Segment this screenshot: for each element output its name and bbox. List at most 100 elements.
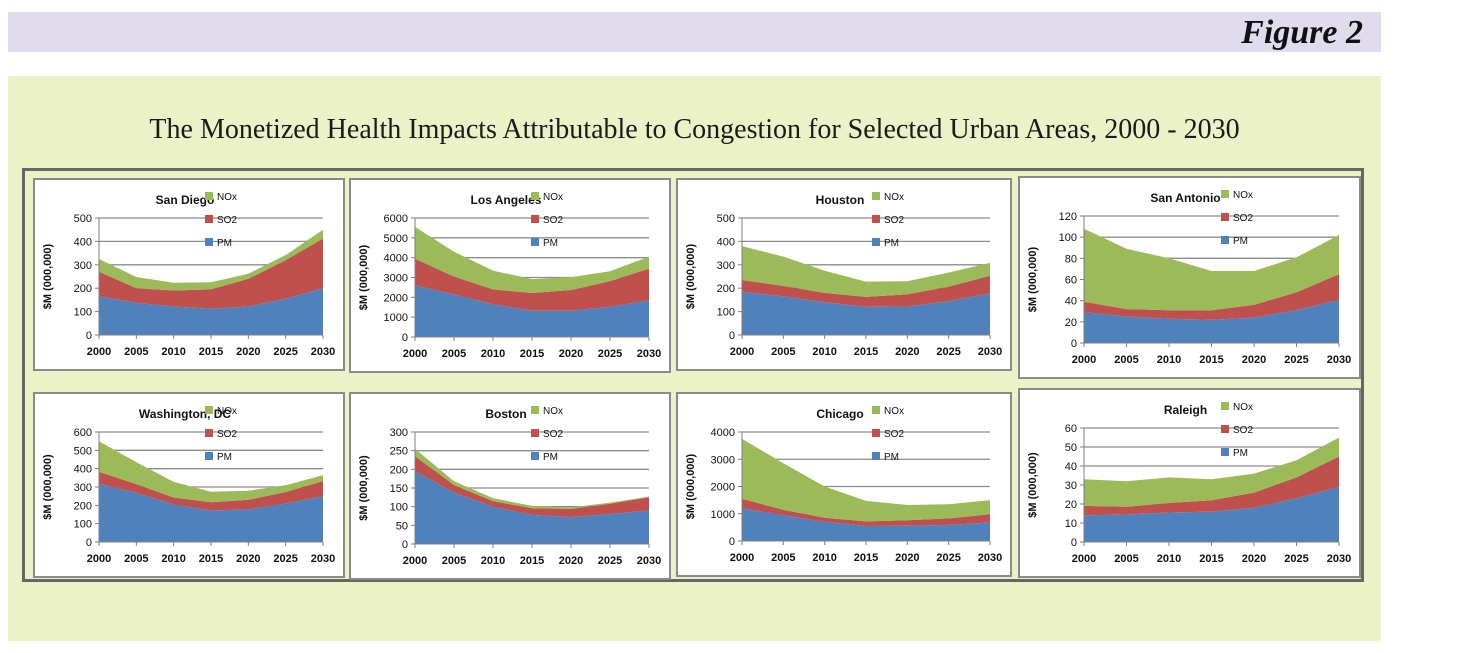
x-tick-label: 2025: [598, 348, 622, 360]
y-tick-label: 100: [74, 519, 92, 531]
chart-svg: 0 50 100 150 200 250 300 2000 2005 2010 2015 2020 20…: [358, 406, 661, 567]
legend-swatch-nox: [205, 406, 213, 414]
x-tick-label: 2005: [1114, 354, 1138, 366]
chart-svg: 0 20 40 60 80 100 120 2000 2005 2010 2015 2020 2025 2…: [1027, 190, 1351, 366]
legend-label-so2: SO2: [217, 429, 237, 440]
chart-washington-dc: 0 100 200 300 400 500 600 2000 2005 2010 2015 2020 2…: [33, 392, 345, 578]
legend-swatch-so2: [531, 215, 539, 223]
x-tick-label: 2000: [1072, 354, 1096, 366]
legend-label-pm: PM: [543, 452, 558, 463]
chart-los-angeles: 0 1000 2000 3000 4000 5000 6000 2000 2005 2010 201…: [349, 178, 671, 373]
legend-label-so2: SO2: [884, 429, 904, 440]
y-tick-label: 100: [717, 307, 735, 319]
x-tick-label: 2025: [936, 552, 960, 564]
legend-swatch-so2: [205, 215, 213, 223]
legend-label-so2: SO2: [217, 215, 237, 226]
area-series-pm: [1084, 299, 1339, 343]
charts-grid: 0 100 200 300 400 500 2000 2005 2010 2015 2020 2025…: [22, 168, 1364, 582]
x-tick-label: 2020: [895, 552, 919, 564]
x-tick-label: 2010: [161, 346, 185, 358]
figure-title: The Monetized Health Impacts Attributabl…: [149, 114, 1240, 145]
y-tick-label: 1000: [384, 312, 408, 324]
chart-svg: 0 100 200 300 400 500 600 2000 2005 2010 2015 2020 2…: [42, 406, 335, 565]
y-tick-label: 500: [74, 445, 92, 457]
y-tick-label: 6000: [384, 213, 408, 225]
legend-swatch-nox: [872, 406, 880, 414]
chart-svg: 0 100 200 300 400 500 2000 2005 2010 2015 2020 2025…: [42, 192, 335, 358]
y-tick-label: 300: [74, 482, 92, 494]
x-tick-label: 2005: [771, 552, 795, 564]
legend-swatch-pm: [872, 238, 880, 246]
x-tick-label: 2030: [637, 348, 661, 360]
chart-svg: 0 1000 2000 3000 4000 2000 2005 2010 2015 2020 202…: [685, 406, 1002, 564]
y-tick-label: 0: [86, 537, 92, 549]
legend-label-pm: PM: [884, 452, 899, 463]
x-tick-label: 2005: [442, 348, 466, 360]
chart-san-antonio: 0 20 40 60 80 100 120 2000 2005 2010 2015 2020 2025 2…: [1018, 176, 1361, 379]
chart-title: San Diego: [156, 193, 215, 207]
x-tick-label: 2000: [87, 346, 111, 358]
y-tick-label: 100: [390, 502, 408, 514]
chart-houston: 0 100 200 300 400 500 2000 2005 2010 2015 2020 2025…: [676, 178, 1012, 371]
y-tick-label: 60: [1065, 275, 1077, 287]
area-series-nox: [742, 246, 990, 297]
y-tick-label: 300: [390, 427, 408, 439]
legend-swatch-nox: [872, 192, 880, 200]
y-tick-label: 80: [1065, 253, 1077, 265]
y-axis-label: $M (000,000): [685, 453, 697, 519]
x-tick-label: 2000: [730, 552, 754, 564]
area-series-pm: [99, 288, 323, 335]
x-tick-label: 2005: [442, 555, 466, 567]
y-tick-label: 2000: [711, 482, 735, 494]
x-tick-label: 2030: [311, 553, 335, 565]
area-series-nox: [415, 226, 649, 293]
x-tick-label: 2015: [854, 346, 878, 358]
x-tick-label: 2015: [854, 552, 878, 564]
x-tick-label: 2015: [1199, 553, 1223, 565]
x-tick-label: 2010: [1157, 553, 1181, 565]
area-series-nox: [99, 441, 323, 503]
x-tick-label: 2025: [273, 346, 297, 358]
x-tick-label: 2025: [936, 346, 960, 358]
legend-label-nox: NOx: [543, 192, 563, 203]
x-tick-label: 2015: [1199, 354, 1223, 366]
chart-title: Houston: [816, 193, 865, 207]
chart-raleigh: 0 10 20 30 40 50 60 2000 2005 2010 2015 2020 2025 203…: [1018, 388, 1361, 578]
area-series-pm: [1084, 486, 1339, 542]
x-tick-label: 2025: [1284, 553, 1308, 565]
y-tick-label: 0: [729, 536, 735, 548]
y-tick-label: 400: [717, 236, 735, 248]
x-tick-label: 2015: [520, 555, 544, 567]
y-tick-label: 500: [717, 213, 735, 225]
x-tick-label: 2020: [236, 553, 260, 565]
x-tick-label: 2025: [1284, 354, 1308, 366]
area-series-so2: [99, 238, 323, 309]
figure-header-bar: Figure 2: [8, 12, 1381, 52]
legend-swatch-nox: [1221, 190, 1229, 198]
y-tick-label: 40: [1065, 296, 1077, 308]
x-tick-label: 2030: [1327, 354, 1351, 366]
chart-chicago: 0 1000 2000 3000 4000 2000 2005 2010 2015 2020 202…: [676, 392, 1012, 577]
area-series-pm: [742, 291, 990, 335]
y-tick-label: 0: [1071, 338, 1077, 350]
figure-panel: The Monetized Health Impacts Attributabl…: [8, 76, 1381, 641]
legend-swatch-nox: [531, 406, 539, 414]
y-tick-label: 0: [402, 539, 408, 551]
x-tick-label: 2010: [1157, 354, 1181, 366]
legend-swatch-pm: [872, 452, 880, 460]
legend-label-pm: PM: [1233, 236, 1248, 247]
area-series-so2: [742, 275, 990, 307]
area-series-nox: [99, 229, 323, 291]
x-tick-label: 2000: [87, 553, 111, 565]
x-tick-label: 2025: [273, 553, 297, 565]
y-tick-label: 600: [74, 427, 92, 439]
x-tick-label: 2025: [598, 555, 622, 567]
x-tick-label: 2010: [481, 348, 505, 360]
chart-title: Chicago: [816, 407, 863, 421]
legend-label-pm: PM: [217, 452, 232, 463]
y-tick-label: 200: [717, 283, 735, 295]
legend-label-nox: NOx: [884, 406, 904, 417]
y-tick-label: 2000: [384, 292, 408, 304]
x-tick-label: 2030: [1327, 553, 1351, 565]
